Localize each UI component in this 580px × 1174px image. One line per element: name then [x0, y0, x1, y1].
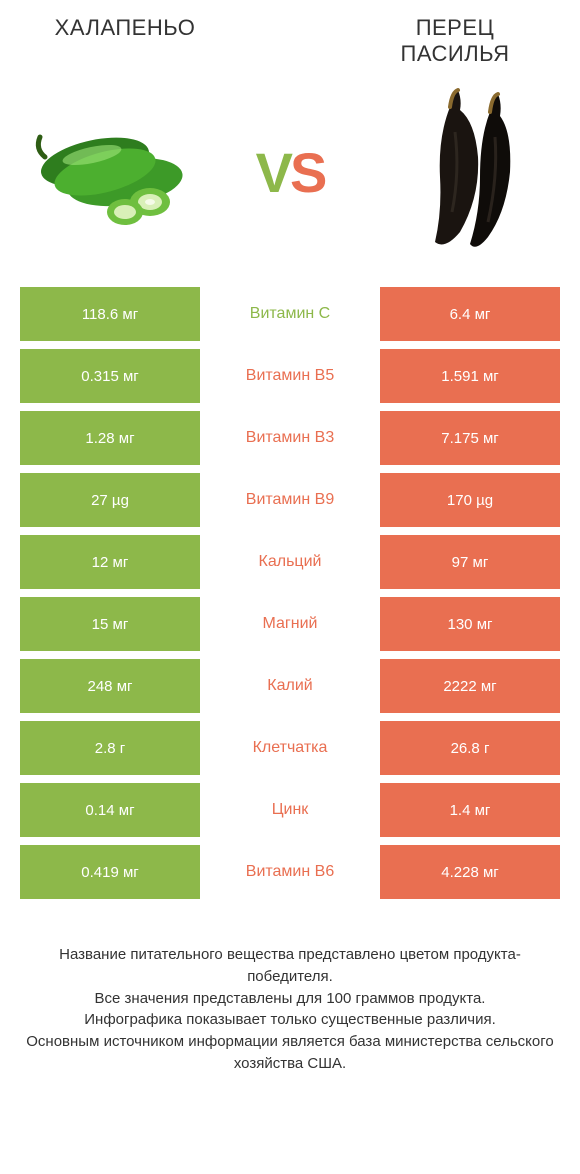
right-product-title: ПЕРЕЦ ПАСИЛЬЯ: [355, 15, 555, 67]
left-value-cell: 118.6 мг: [20, 287, 200, 341]
right-value-cell: 7.175 мг: [380, 411, 560, 465]
right-value-cell: 2222 мг: [380, 659, 560, 713]
right-value-cell: 170 µg: [380, 473, 560, 527]
right-value-cell: 97 мг: [380, 535, 560, 589]
nutrient-label-cell: Клетчатка: [200, 721, 380, 775]
comparison-table: 118.6 мгВитамин C6.4 мг0.315 мгВитамин B…: [20, 287, 560, 899]
pasilla-icon: [380, 82, 540, 262]
left-value-cell: 27 µg: [20, 473, 200, 527]
left-product-image: [20, 82, 220, 262]
footer-line: Инфографика показывает только существенн…: [20, 1009, 560, 1031]
footer-notes: Название питательного вещества представл…: [20, 944, 560, 1095]
right-value-cell: 26.8 г: [380, 721, 560, 775]
nutrient-label-cell: Витамин B5: [200, 349, 380, 403]
left-value-cell: 248 мг: [20, 659, 200, 713]
table-row: 15 мгМагний130 мг: [20, 597, 560, 651]
nutrient-label-cell: Витамин B9: [200, 473, 380, 527]
right-value-cell: 130 мг: [380, 597, 560, 651]
right-value-cell: 6.4 мг: [380, 287, 560, 341]
right-value-cell: 4.228 мг: [380, 845, 560, 899]
jalapeno-icon: [30, 107, 210, 237]
right-product-image: [360, 82, 560, 262]
table-row: 118.6 мгВитамин C6.4 мг: [20, 287, 560, 341]
table-row: 1.28 мгВитамин B37.175 мг: [20, 411, 560, 465]
table-row: 0.14 мгЦинк1.4 мг: [20, 783, 560, 837]
table-row: 248 мгКалий2222 мг: [20, 659, 560, 713]
left-value-cell: 0.315 мг: [20, 349, 200, 403]
right-value-cell: 1.591 мг: [380, 349, 560, 403]
left-value-cell: 15 мг: [20, 597, 200, 651]
vs-s: S: [290, 141, 324, 204]
nutrient-label-cell: Кальций: [200, 535, 380, 589]
nutrient-label-cell: Витамин B6: [200, 845, 380, 899]
table-row: 12 мгКальций97 мг: [20, 535, 560, 589]
nutrient-label-cell: Витамин B3: [200, 411, 380, 465]
left-value-cell: 0.419 мг: [20, 845, 200, 899]
vs-v: V: [256, 141, 290, 204]
left-value-cell: 2.8 г: [20, 721, 200, 775]
titles-row: ХАЛАПЕНЬО ПЕРЕЦ ПАСИЛЬЯ: [0, 0, 580, 72]
footer-line: Основным источником информации является …: [20, 1031, 560, 1075]
vs-label: VS: [256, 140, 325, 205]
table-row: 2.8 гКлетчатка26.8 г: [20, 721, 560, 775]
footer-line: Все значения представлены для 100 граммо…: [20, 988, 560, 1010]
nutrient-label-cell: Цинк: [200, 783, 380, 837]
left-value-cell: 0.14 мг: [20, 783, 200, 837]
nutrient-label-cell: Калий: [200, 659, 380, 713]
table-row: 0.315 мгВитамин B51.591 мг: [20, 349, 560, 403]
table-row: 0.419 мгВитамин B64.228 мг: [20, 845, 560, 899]
footer-line: Название питательного вещества представл…: [20, 944, 560, 988]
left-value-cell: 12 мг: [20, 535, 200, 589]
left-value-cell: 1.28 мг: [20, 411, 200, 465]
right-value-cell: 1.4 мг: [380, 783, 560, 837]
left-product-title: ХАЛАПЕНЬО: [25, 15, 225, 67]
nutrient-label-cell: Витамин C: [200, 287, 380, 341]
hero-row: VS: [0, 72, 580, 287]
nutrient-label-cell: Магний: [200, 597, 380, 651]
infographic-container: ХАЛАПЕНЬО ПЕРЕЦ ПАСИЛЬЯ: [0, 0, 580, 1095]
table-row: 27 µgВитамин B9170 µg: [20, 473, 560, 527]
